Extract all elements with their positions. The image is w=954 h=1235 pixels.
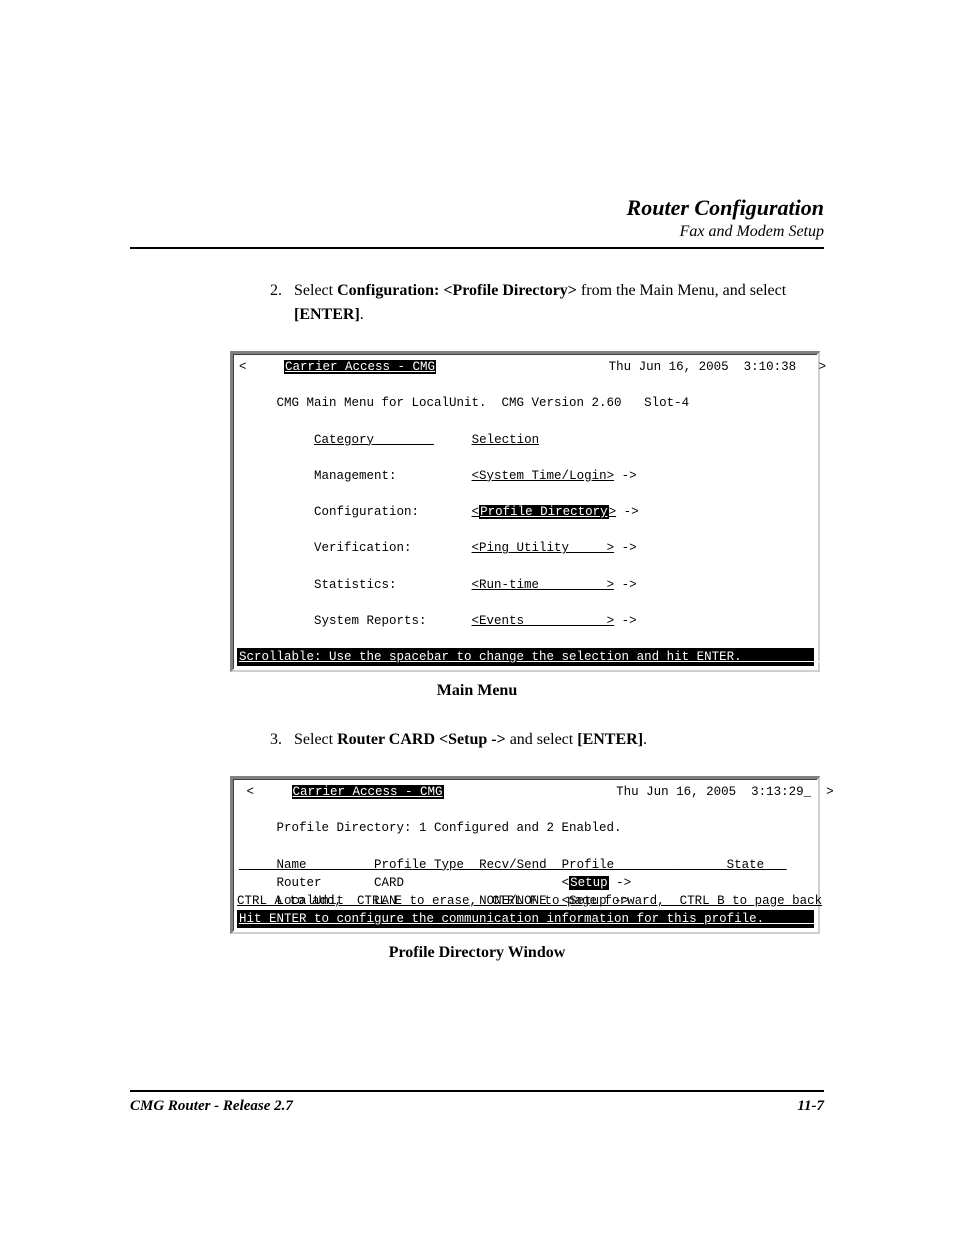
footer-divider bbox=[130, 1090, 824, 1092]
terminal-subtitle: CMG Main Menu for LocalUnit. CMG Version… bbox=[239, 394, 812, 412]
terminal-app-title: Carrier Access - CMG bbox=[292, 785, 444, 799]
terminal-columns: Category Selection bbox=[239, 431, 812, 449]
header-divider bbox=[130, 247, 824, 249]
terminal-footer: Scrollable: Use the spacebar to change t… bbox=[237, 648, 814, 666]
instruction-step-3: 3. Select Router CARD <Setup -> and sele… bbox=[270, 728, 824, 752]
table-header-row: Name Profile Type Recv/Send Profile Stat… bbox=[239, 856, 812, 874]
terminal-timestamp: Thu Jun 16, 2005 3:13:29_ bbox=[444, 785, 827, 799]
terminal-footer-line1: CTRL A to add, CTRL E to erase, CTRL F t… bbox=[237, 892, 814, 910]
step-text: Select Configuration: <Profile Directory… bbox=[294, 279, 824, 327]
terminal-footer-hint: Scrollable: Use the spacebar to change t… bbox=[237, 648, 814, 666]
terminal-subtitle: Profile Directory: 1 Configured and 2 En… bbox=[239, 819, 812, 837]
figure-caption-2: Profile Directory Window bbox=[130, 944, 824, 962]
step-number: 3. bbox=[270, 728, 294, 752]
terminal-title-row: < Carrier Access - CMG Thu Jun 16, 2005 … bbox=[239, 783, 812, 801]
page-header-title: Router Configuration bbox=[130, 195, 824, 221]
footer-left: CMG Router - Release 2.7 bbox=[130, 1098, 293, 1115]
profile-row-router[interactable]: Router CARD <Setup -> bbox=[239, 874, 812, 892]
figure-caption-1: Main Menu bbox=[130, 682, 824, 700]
terminal-footer-line2: Hit ENTER to configure the communication… bbox=[237, 910, 814, 928]
terminal-app-title: Carrier Access - CMG bbox=[284, 360, 436, 374]
page-footer: CMG Router - Release 2.7 11-7 bbox=[130, 1090, 824, 1115]
terminal-title-row: < Carrier Access - CMG Thu Jun 16, 2005 … bbox=[239, 358, 812, 376]
terminal-timestamp: Thu Jun 16, 2005 3:10:38 bbox=[436, 360, 819, 374]
menu-item-management[interactable]: Management: <System Time/Login> -> bbox=[239, 467, 812, 485]
terminal-footer: CTRL A to add, CTRL E to erase, CTRL F t… bbox=[237, 892, 814, 928]
step-number: 2. bbox=[270, 279, 294, 327]
step-text: Select Router CARD <Setup -> and select … bbox=[294, 728, 647, 752]
main-menu-terminal: < Carrier Access - CMG Thu Jun 16, 2005 … bbox=[230, 351, 820, 672]
instruction-step-2: 2. Select Configuration: <Profile Direct… bbox=[270, 279, 824, 327]
page-content: Router Configuration Fax and Modem Setup… bbox=[130, 195, 824, 1105]
menu-item-configuration[interactable]: Configuration: <Profile Directory> -> bbox=[239, 503, 812, 521]
footer-page-number: 11-7 bbox=[797, 1098, 824, 1115]
menu-item-statistics[interactable]: Statistics: <Run-time > -> bbox=[239, 576, 812, 594]
page-header-subtitle: Fax and Modem Setup bbox=[130, 223, 824, 241]
profile-directory-terminal: < Carrier Access - CMG Thu Jun 16, 2005 … bbox=[230, 776, 820, 934]
menu-item-system-reports[interactable]: System Reports: <Events > -> bbox=[239, 612, 812, 630]
menu-item-verification[interactable]: Verification: <Ping Utility > -> bbox=[239, 539, 812, 557]
